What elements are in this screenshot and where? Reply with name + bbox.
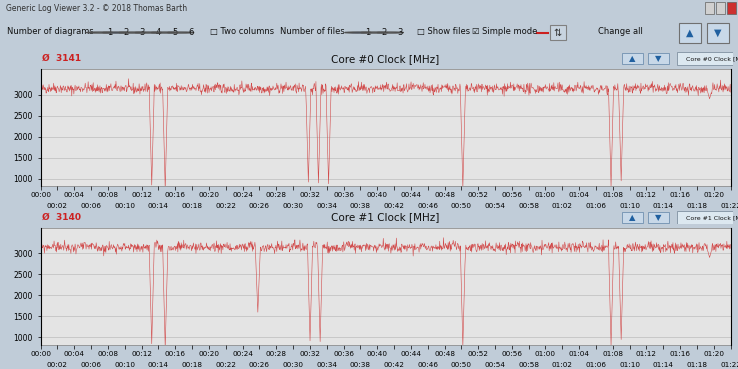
- Text: 1: 1: [107, 28, 112, 37]
- Text: Core #1 Clock [MHz]: Core #1 Clock [MHz]: [686, 215, 738, 220]
- Text: ▼: ▼: [655, 213, 662, 222]
- Text: Generic Log Viewer 3.2 - © 2018 Thomas Barth: Generic Log Viewer 3.2 - © 2018 Thomas B…: [6, 4, 187, 13]
- FancyBboxPatch shape: [727, 3, 736, 14]
- FancyBboxPatch shape: [648, 212, 669, 223]
- Text: ▼: ▼: [655, 54, 662, 63]
- FancyBboxPatch shape: [550, 25, 566, 40]
- Text: 2: 2: [123, 28, 128, 37]
- Circle shape: [345, 32, 371, 33]
- Text: Ø  3140: Ø 3140: [42, 213, 81, 222]
- FancyBboxPatch shape: [677, 211, 738, 224]
- Text: Core #1 Clock [MHz]: Core #1 Clock [MHz]: [331, 212, 440, 223]
- Text: 3: 3: [398, 28, 403, 37]
- Text: Number of files: Number of files: [280, 27, 345, 36]
- Text: Core #0 Clock [MHz]: Core #0 Clock [MHz]: [331, 54, 440, 64]
- FancyBboxPatch shape: [648, 53, 669, 64]
- Text: ▲: ▲: [629, 54, 635, 63]
- Circle shape: [103, 32, 129, 33]
- FancyBboxPatch shape: [716, 3, 725, 14]
- FancyBboxPatch shape: [621, 212, 643, 223]
- Text: 1: 1: [365, 28, 370, 37]
- FancyBboxPatch shape: [705, 3, 714, 14]
- Text: □ Two columns: □ Two columns: [210, 27, 275, 36]
- Text: Ø  3141: Ø 3141: [42, 54, 81, 63]
- Text: ⇅: ⇅: [554, 28, 562, 38]
- Text: Core #0 Clock [MHz]: Core #0 Clock [MHz]: [686, 56, 738, 61]
- Text: 6: 6: [188, 28, 193, 37]
- Text: □ Show files: □ Show files: [417, 27, 470, 36]
- FancyBboxPatch shape: [679, 23, 701, 43]
- Text: Change all: Change all: [598, 27, 643, 36]
- FancyBboxPatch shape: [677, 52, 738, 65]
- Text: ▲: ▲: [686, 28, 694, 38]
- Text: 4: 4: [156, 28, 161, 37]
- Text: ▼: ▼: [714, 28, 722, 38]
- Text: Number of diagrams: Number of diagrams: [7, 27, 94, 36]
- FancyBboxPatch shape: [707, 23, 729, 43]
- Text: 3: 3: [139, 28, 145, 37]
- Text: ▲: ▲: [629, 213, 635, 222]
- Text: 2: 2: [382, 28, 387, 37]
- FancyBboxPatch shape: [621, 53, 643, 64]
- Text: ☑ Simple mode: ☑ Simple mode: [472, 27, 538, 36]
- Text: 5: 5: [172, 28, 177, 37]
